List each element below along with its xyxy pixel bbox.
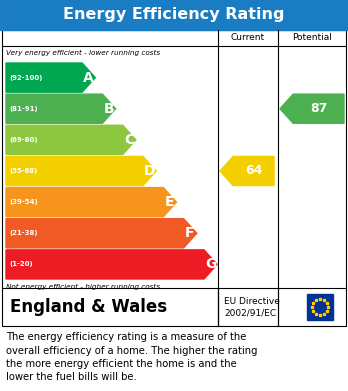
Text: F: F (185, 226, 194, 240)
Text: (1-20): (1-20) (9, 262, 33, 267)
Text: D: D (144, 164, 156, 178)
Text: Potential: Potential (292, 34, 332, 43)
Text: (39-54): (39-54) (9, 199, 38, 205)
Text: E: E (164, 195, 174, 209)
Text: 87: 87 (310, 102, 327, 115)
Bar (0, 0, 348, 30)
Text: The energy efficiency rating is a measure of the: The energy efficiency rating is a measur… (6, 332, 246, 342)
Text: (81-91): (81-91) (9, 106, 38, 112)
Text: A: A (83, 70, 94, 84)
Text: B: B (103, 102, 114, 116)
Text: 64: 64 (245, 165, 262, 178)
Polygon shape (280, 94, 344, 123)
Text: Not energy efficient - higher running costs: Not energy efficient - higher running co… (6, 284, 160, 290)
Text: Energy Efficiency Rating: Energy Efficiency Rating (63, 7, 285, 23)
Text: 2002/91/EC: 2002/91/EC (224, 308, 276, 317)
Polygon shape (6, 125, 136, 154)
Text: G: G (205, 257, 216, 271)
Polygon shape (6, 94, 116, 123)
Text: (69-80): (69-80) (9, 137, 38, 143)
Bar (2, 30, 346, 326)
Text: the more energy efficient the home is and the: the more energy efficient the home is an… (6, 359, 237, 369)
Polygon shape (6, 219, 197, 248)
Text: EU Directive: EU Directive (224, 296, 280, 305)
Text: lower the fuel bills will be.: lower the fuel bills will be. (6, 373, 137, 382)
Bar (307, 294, 333, 320)
Polygon shape (6, 156, 156, 186)
Polygon shape (220, 156, 274, 186)
Text: Very energy efficient - lower running costs: Very energy efficient - lower running co… (6, 50, 160, 56)
Text: overall efficiency of a home. The higher the rating: overall efficiency of a home. The higher… (6, 346, 258, 355)
Text: (55-68): (55-68) (9, 168, 37, 174)
Polygon shape (6, 63, 95, 92)
Polygon shape (6, 188, 176, 217)
Text: Current: Current (231, 34, 265, 43)
Text: C: C (124, 133, 134, 147)
Text: England & Wales: England & Wales (10, 298, 167, 316)
Text: (21-38): (21-38) (9, 230, 38, 236)
Polygon shape (6, 250, 217, 279)
Text: (92-100): (92-100) (9, 75, 42, 81)
